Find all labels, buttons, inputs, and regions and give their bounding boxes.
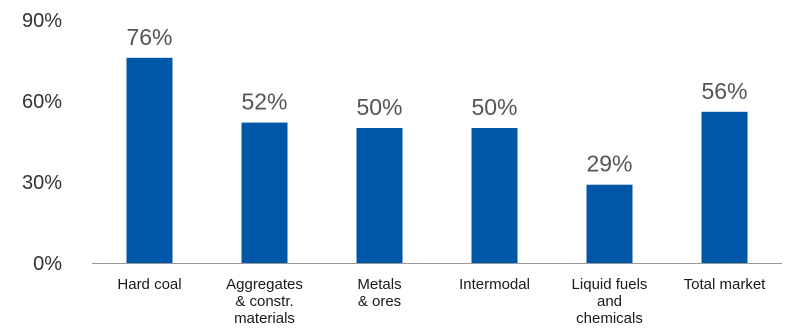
- x-tick-label-line: Liquid fuels: [572, 276, 648, 293]
- x-tick-label-line: chemicals: [576, 310, 643, 327]
- data-label: 52%: [241, 89, 287, 115]
- data-label: 29%: [586, 151, 632, 177]
- data-label: 56%: [701, 78, 747, 104]
- y-tick-label: 0%: [33, 253, 62, 275]
- x-axis-category-labels: Hard coal Aggregates & constr. materials Met…: [117, 276, 766, 327]
- y-tick-label: 90%: [22, 10, 62, 32]
- x-tick-label-line: & constr.: [235, 293, 293, 310]
- x-tick-label: Liquid fuels and chemicals: [572, 276, 648, 327]
- x-tick-label-line: materials: [234, 310, 295, 327]
- x-tick-label-line: Metals: [357, 276, 401, 293]
- bar: [356, 128, 403, 263]
- data-label: 76%: [126, 24, 172, 50]
- x-tick-label: Metals & ores: [357, 276, 401, 310]
- bar: [701, 111, 748, 263]
- y-axis-ticks: 0% 30% 60% 90%: [22, 10, 62, 275]
- bars: [126, 57, 748, 263]
- y-tick-label: 60%: [22, 91, 62, 113]
- x-tick-label-line: Aggregates: [226, 276, 303, 293]
- x-tick-label-line: Total market: [684, 276, 767, 293]
- x-tick-label-line: Hard coal: [117, 276, 181, 293]
- data-labels: 76% 52% 50% 50% 29% 56%: [126, 24, 747, 177]
- x-tick-label: Aggregates & constr. materials: [226, 276, 303, 327]
- x-tick-label: Hard coal: [117, 276, 181, 293]
- bar: [586, 184, 633, 263]
- x-tick-label-line: and: [597, 293, 622, 310]
- x-tick-label: Intermodal: [459, 276, 530, 293]
- x-tick-label-line: & ores: [358, 293, 401, 310]
- data-label: 50%: [471, 94, 517, 120]
- bar: [126, 57, 173, 263]
- x-tick-label: Total market: [684, 276, 767, 293]
- bar: [471, 128, 518, 263]
- bar: [241, 122, 288, 263]
- y-tick-label: 30%: [22, 172, 62, 194]
- x-tick-label-line: Intermodal: [459, 276, 530, 293]
- data-label: 50%: [356, 94, 402, 120]
